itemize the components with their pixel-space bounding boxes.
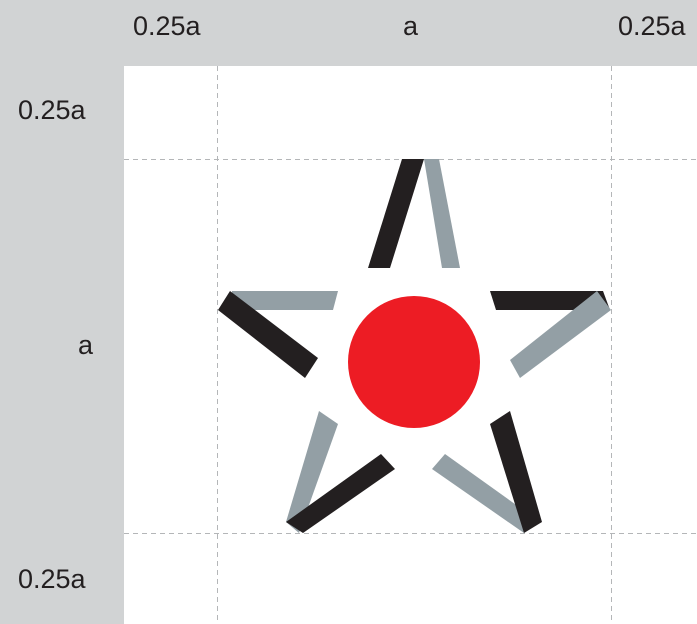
star-left-light-segment bbox=[232, 291, 338, 310]
top-margin-right-label: 0.25a bbox=[618, 11, 686, 41]
left-margin-top-label: 0.25a bbox=[18, 95, 86, 125]
star-top-light-segment bbox=[424, 159, 460, 268]
top-margin-left-label: 0.25a bbox=[133, 11, 201, 41]
red-circle bbox=[348, 296, 480, 428]
left-height-label: a bbox=[78, 330, 94, 360]
star-icon bbox=[218, 159, 611, 533]
top-width-label: a bbox=[403, 11, 419, 41]
left-margin-bottom-label: 0.25a bbox=[18, 564, 86, 594]
star-lower-left-dark-segment bbox=[286, 454, 395, 533]
star-top-dark-segment bbox=[368, 159, 424, 268]
star-lower-right-light-segment bbox=[432, 454, 540, 533]
star-lower-left-light-segment bbox=[286, 411, 338, 533]
star-lower-right-dark-segment bbox=[490, 411, 542, 533]
guide-lines bbox=[124, 66, 697, 624]
star-left-dark-segment bbox=[218, 291, 318, 378]
star-right-light-segment bbox=[510, 291, 611, 378]
